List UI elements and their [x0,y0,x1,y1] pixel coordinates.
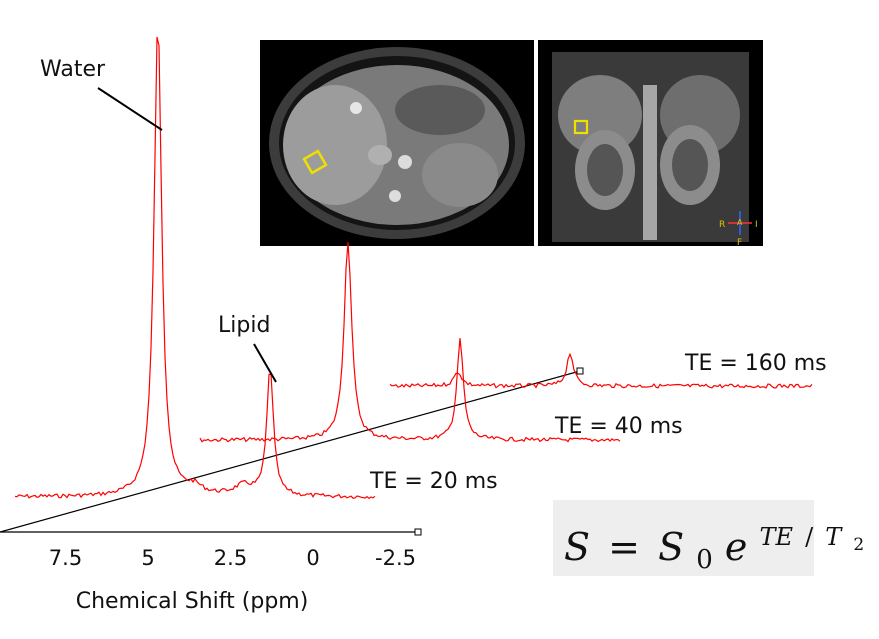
x-tick-label: 2.5 [214,546,247,570]
x-tick-label: 7.5 [49,546,82,570]
series-label-te40: TE = 40 ms [554,414,683,439]
series-label-te160: TE = 160 ms [684,351,827,376]
eq-exp-den: T [825,523,843,551]
x-ticks: 7.5 5 2.5 0 -2.5 [49,546,416,570]
eq-base: S [658,525,684,569]
x-tick-label: -2.5 [375,546,416,570]
lipid-pointer-line [253,343,277,383]
spectrum-line-3 [389,352,813,389]
orient-i: I [755,220,758,230]
orient-f: F [737,238,742,248]
axial-voxel-marker [302,149,328,175]
x-tick-label: 0 [306,546,319,570]
coronal-voxel-marker [573,119,589,135]
lipid-annotation-label: Lipid [218,313,270,338]
spectrum-line-2 [199,242,621,443]
eq-exp-slash: / [805,523,814,551]
orient-r: R [719,220,725,230]
water-pointer-line [97,87,163,131]
orientation-marker: R A I F [719,211,758,248]
spectra-group [14,36,813,500]
eq-e: e [725,525,748,569]
spectrum-line-1 [14,36,376,500]
depth-axis-line [0,370,581,533]
eq-exp-den-sub: 2 [853,535,864,555]
eq-exp-num: TE [759,523,793,551]
x-tick-label: 5 [141,546,154,570]
x-axis-label: Chemical Shift (ppm) [76,589,309,614]
equation-box: S = S 0 e TE / T 2 [553,500,864,577]
orient-a: A [737,218,743,227]
mri-coronal-image: R A I F [538,40,763,248]
water-annotation-label: Water [40,57,106,82]
eq-lhs: S [564,525,590,569]
series-label-te20: TE = 20 ms [369,469,498,494]
x-axis-end-marker [414,528,422,536]
depth-axis-end-marker [576,367,584,375]
mri-axial-image [260,40,534,246]
eq-sub: 0 [696,545,713,575]
svg-text:S = S 0: S = S 0 e TE / T 2 [564,510,864,577]
eq-sign: = [608,525,640,569]
